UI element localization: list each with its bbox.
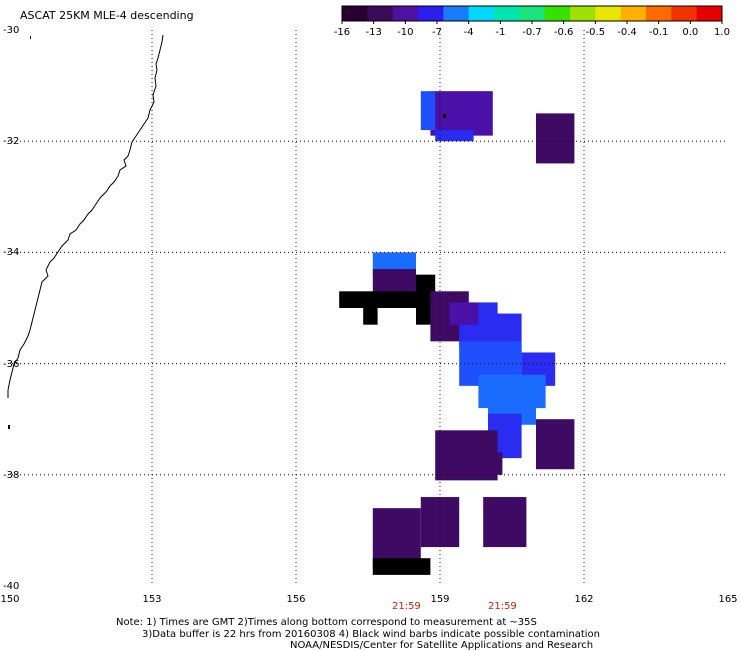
lat-label: -38: [3, 469, 20, 481]
lon-label: 156: [286, 594, 306, 605]
lat-label: -30: [3, 25, 20, 36]
colorbar-swatch: [696, 6, 723, 21]
colorbar-swatch: [570, 6, 596, 21]
colorbar-tick-label: 1.0: [714, 27, 730, 38]
lat-label: -32: [3, 136, 20, 148]
colorbar-swatch: [494, 6, 520, 21]
colorbar-swatch: [367, 6, 394, 21]
colorbar-swatch: [544, 6, 571, 21]
colorbar-swatch: [519, 6, 546, 21]
lon-label: 162: [574, 594, 594, 605]
colorbar-tick-label: -0.1: [648, 27, 669, 38]
data-cell: [483, 497, 527, 548]
colorbar-tick-label: -4: [463, 27, 474, 38]
note-line-2: 3)Data buffer is 22 hrs from 20160308 4)…: [142, 629, 600, 640]
map-title: ASCAT 25KM MLE-4 descending: [20, 9, 194, 22]
colorbar-swatch: [468, 6, 495, 21]
data-cells: [339, 91, 575, 575]
colorbar-swatch: [620, 6, 647, 21]
lon-label: 153: [142, 594, 162, 605]
data-cell: [435, 430, 498, 481]
colorbar-tick-label: -0.6: [553, 27, 574, 38]
colorbar-tick-label: -13: [365, 27, 382, 38]
colorbar-tick-label: -0.7: [522, 27, 542, 38]
colorbar-swatch: [646, 6, 672, 21]
note-line-3: NOAA/NESDIS/Center for Satellite Applica…: [290, 640, 594, 651]
colorbar-tick-label: -0.5: [585, 27, 606, 38]
grid-lines: [8, 30, 728, 586]
note-line-1: Note: 1) Times are GMT 2)Times along bot…: [116, 617, 537, 628]
colorbar-swatch: [392, 6, 419, 21]
lon-label: 165: [718, 594, 738, 605]
colorbar-tick-label: 0.0: [682, 27, 699, 38]
coastline: [7, 34, 164, 398]
colorbar: [341, 5, 723, 24]
lat-label: -34: [3, 247, 20, 259]
data-cell: [339, 291, 431, 308]
time-label: 21:59: [487, 601, 517, 612]
colorbar-tick-label: -10: [397, 27, 414, 38]
lat-label: -40: [3, 581, 20, 592]
colorbar-swatch: [418, 6, 444, 21]
data-cell: [420, 91, 436, 131]
colorbar-swatch: [443, 6, 470, 21]
data-cell: [488, 452, 503, 475]
data-cell: [435, 130, 474, 142]
data-cell: [372, 558, 431, 575]
barb-mark: [8, 425, 10, 429]
colorbar-swatch: [595, 6, 622, 21]
data-cell: [536, 419, 575, 470]
data-cell: [430, 91, 493, 136]
barb-mark: [30, 36, 31, 39]
data-cell: [363, 308, 378, 325]
data-cell: [536, 113, 575, 164]
time-label: 21:59: [391, 601, 421, 612]
colorbar-tick-label: -1: [495, 27, 506, 38]
lon-label: 150: [0, 594, 20, 605]
lon-label: 159: [430, 594, 450, 605]
colorbar-tick-label: -7: [432, 27, 442, 38]
colorbar-tick-label: -16: [333, 27, 351, 38]
colorbar-tick-label: -0.4: [617, 27, 637, 38]
data-cell: [449, 302, 479, 325]
barb-mark: [443, 114, 446, 118]
lat-label: -36: [3, 358, 20, 370]
colorbar-swatch: [342, 6, 368, 21]
colorbar-swatch: [671, 6, 698, 21]
